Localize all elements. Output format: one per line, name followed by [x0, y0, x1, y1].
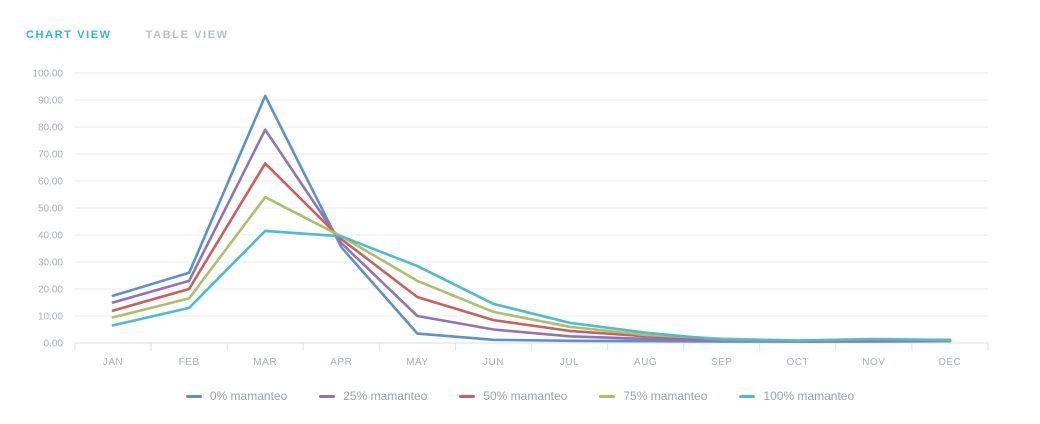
y-tick-label-10: 100.00	[32, 69, 63, 80]
legend-item-2[interactable]: 50% mamanteo	[459, 386, 567, 406]
x-tick-label-feb: FEB	[179, 357, 200, 368]
y-tick-label-6: 60.00	[38, 177, 63, 188]
series-line-0	[111, 94, 952, 343]
y-tick-label-9: 90.00	[38, 96, 63, 107]
y-tick-label-7: 70.00	[38, 150, 63, 161]
chart-legend: 0% mamanteo 25% mamanteo 50% mamanteo 75…	[0, 386, 1040, 406]
series-line-1	[111, 128, 952, 343]
legend-label-1: 25% mamanteo	[343, 389, 428, 403]
series-line-4	[111, 229, 952, 342]
x-tick-label-apr: APR	[330, 357, 352, 368]
y-tick-label-5: 50.00	[38, 204, 63, 215]
legend-swatch-0	[185, 394, 202, 398]
x-tick-label-sep: SEP	[711, 357, 733, 368]
legend-label-2: 50% mamanteo	[483, 389, 568, 403]
tab-table-view[interactable]: TABLE VIEW	[145, 29, 229, 41]
legend-swatch-1	[319, 394, 336, 398]
x-tick-label-mar: MAR	[253, 357, 277, 368]
x-tick-label-jun: JUN	[483, 357, 504, 368]
view-tabs: CHART VIEW TABLE VIEW	[26, 27, 229, 43]
x-tick-label-jul: JUL	[560, 357, 579, 368]
x-tick-label-aug: AUG	[634, 357, 657, 368]
legend-item-1[interactable]: 25% mamanteo	[319, 386, 427, 406]
legend-item-0[interactable]: 0% mamanteo	[185, 386, 288, 406]
legend-label-4: 100% mamanteo	[763, 389, 855, 403]
tab-chart-view[interactable]: CHART VIEW	[26, 29, 112, 41]
legend-swatch-2	[459, 394, 476, 398]
legend-swatch-3	[599, 394, 616, 398]
legend-item-4[interactable]: 100% mamanteo	[739, 386, 854, 406]
y-tick-label-3: 30.00	[38, 258, 63, 269]
legend-label-3: 75% mamanteo	[623, 389, 708, 403]
y-tick-label-0: 0.00	[44, 339, 64, 350]
y-tick-label-8: 80.00	[38, 123, 63, 134]
x-tick-label-jan: JAN	[103, 357, 123, 368]
y-tick-label-1: 10.00	[38, 312, 63, 323]
series-line-3	[111, 195, 952, 342]
x-tick-label-dec: DEC	[939, 357, 962, 368]
legend-item-3[interactable]: 75% mamanteo	[599, 386, 707, 406]
y-tick-label-4: 40.00	[38, 231, 63, 242]
x-tick-label-nov: NOV	[862, 357, 885, 368]
legend-swatch-4	[739, 394, 756, 398]
x-tick-label-may: MAY	[406, 357, 428, 368]
x-tick-label-oct: OCT	[786, 357, 809, 368]
y-tick-label-2: 20.00	[38, 285, 63, 296]
legend-label-0: 0% mamanteo	[209, 389, 288, 403]
